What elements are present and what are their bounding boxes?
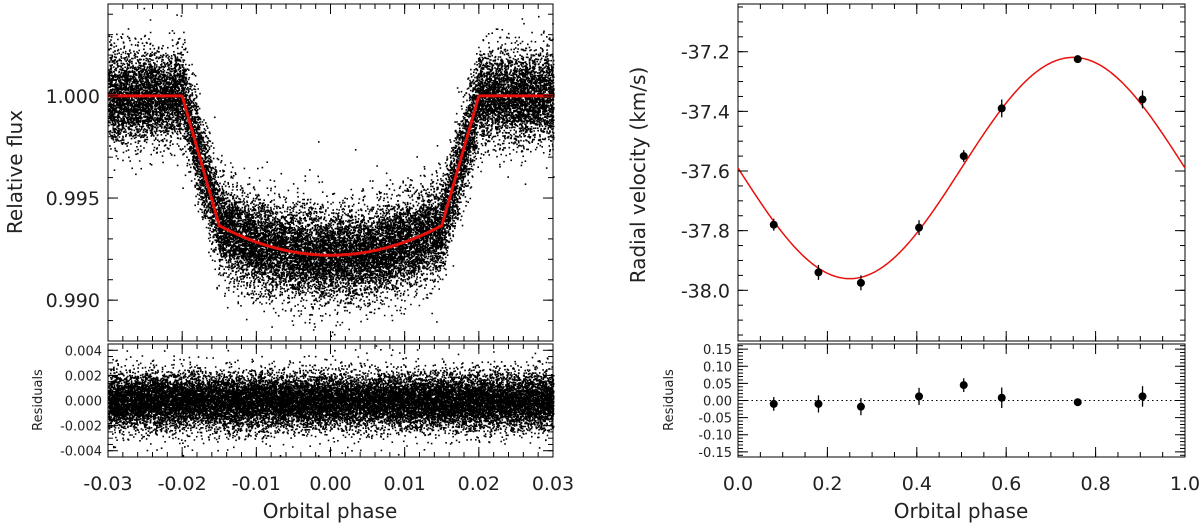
y-tick-label: 0.004 (65, 344, 102, 359)
x-tick-label: 1.0 (1170, 473, 1200, 495)
y-tick-label: 0.990 (46, 290, 100, 312)
rv-frame (737, 3, 1186, 342)
rv-residual-point (997, 393, 1006, 402)
x-tick-label: 0.2 (812, 473, 842, 495)
rv-point (1138, 95, 1147, 104)
rv-point (915, 223, 924, 232)
rv-residual-point (814, 399, 823, 408)
y-tick-label: -38.0 (681, 280, 730, 302)
rv-point (769, 220, 778, 229)
x-tick-label: 0.8 (1080, 473, 1110, 495)
y-tick-label: 0.000 (65, 395, 102, 410)
light-curve-ylabel: Relative flux (3, 110, 27, 234)
y-tick-label: 0.05 (703, 377, 732, 392)
rv-residual-point (856, 402, 865, 411)
rv-ylabel: Radial velocity (km/s) (626, 67, 650, 283)
y-tick-label: -0.05 (698, 412, 732, 427)
light-curve-data-points (108, 7, 555, 338)
rv-point (997, 104, 1006, 113)
light-curve-xlabel: Orbital phase (263, 499, 398, 523)
y-tick-label: 0.15 (703, 343, 732, 358)
y-tick-label: 1.000 (46, 86, 100, 108)
rv-model-curve (737, 56, 1186, 280)
y-tick-label: -37.8 (681, 221, 730, 243)
x-tick-label: 0.01 (384, 473, 426, 495)
x-tick-label: 0.6 (991, 473, 1021, 495)
rv-residual-point (769, 399, 778, 408)
light-curve-residual-data-points (108, 345, 555, 457)
y-tick-label: -37.2 (681, 42, 730, 64)
rv-residuals-frame (737, 343, 1186, 458)
light-curve-panel: 1.000 0.995 0.990 Relative flux (3, 3, 555, 342)
rv-point (1073, 55, 1082, 64)
x-tick-label: 0.4 (902, 473, 932, 495)
rv-residuals-ticks: 0.15 0.10 0.05 0.00 -0.05 -0.10 -0.15 0.0 0.2 0.4… (698, 4, 1200, 495)
y-tick-label: 0.10 (703, 360, 732, 375)
y-tick-label: 0.00 (703, 395, 732, 410)
x-tick-label: -0.03 (83, 473, 132, 495)
y-tick-label: 0.995 (46, 188, 100, 210)
rv-point (814, 268, 823, 277)
x-tick-label: 0.03 (532, 473, 574, 495)
light-curve-points (108, 7, 555, 338)
y-tick-label: 0.002 (65, 369, 102, 384)
rv-residuals-ylabel: Residuals (662, 369, 677, 431)
y-tick-label: -37.6 (681, 161, 730, 183)
y-tick-label: -0.15 (698, 446, 732, 461)
light-curve-residuals-panel: 0.004 0.002 0.000 -0.002 -0.004 -0.03 -0.02 -0.… (31, 4, 574, 523)
rv-point (856, 278, 865, 287)
x-tick-label: 0.02 (458, 473, 500, 495)
y-tick-label: -0.10 (698, 429, 732, 444)
rv-points (769, 55, 1147, 291)
y-tick-label: -37.4 (681, 101, 730, 123)
x-tick-label: 0.00 (309, 473, 351, 495)
light-curve-residual-points (108, 345, 555, 457)
rv-residual-point (959, 381, 968, 390)
y-tick-label: -0.004 (60, 445, 102, 460)
rv-residual-point (1073, 398, 1082, 407)
rv-xlabel: Orbital phase (894, 499, 1029, 523)
rv-ticks: -37.2 -37.4 -37.6 -37.8 -38.0 (681, 6, 1185, 336)
x-tick-label: 0.0 (723, 473, 753, 495)
y-tick-label: -0.002 (60, 420, 102, 435)
light-curve-residuals-ylabel: Residuals (31, 369, 46, 431)
x-tick-label: -0.01 (232, 473, 281, 495)
light-curve-ticks: 1.000 0.995 0.990 (46, 13, 553, 342)
rv-residuals-panel: 0.15 0.10 0.05 0.00 -0.05 -0.10 -0.15 0.0 0.2 0.4… (662, 4, 1200, 523)
rv-panel: -37.2 -37.4 -37.6 -37.8 -38.0 Radial velocit… (626, 3, 1186, 342)
rv-residual-point (915, 392, 924, 401)
rv-point (959, 152, 968, 161)
rv-residual-point (1138, 392, 1147, 401)
light-curve-residuals-ticks: 0.004 0.002 0.000 -0.002 -0.004 -0.03 -0.02 -0.… (60, 4, 574, 495)
transit-model-curve (108, 94, 553, 257)
rv-residual-points (769, 378, 1147, 416)
x-tick-label: -0.02 (158, 473, 207, 495)
